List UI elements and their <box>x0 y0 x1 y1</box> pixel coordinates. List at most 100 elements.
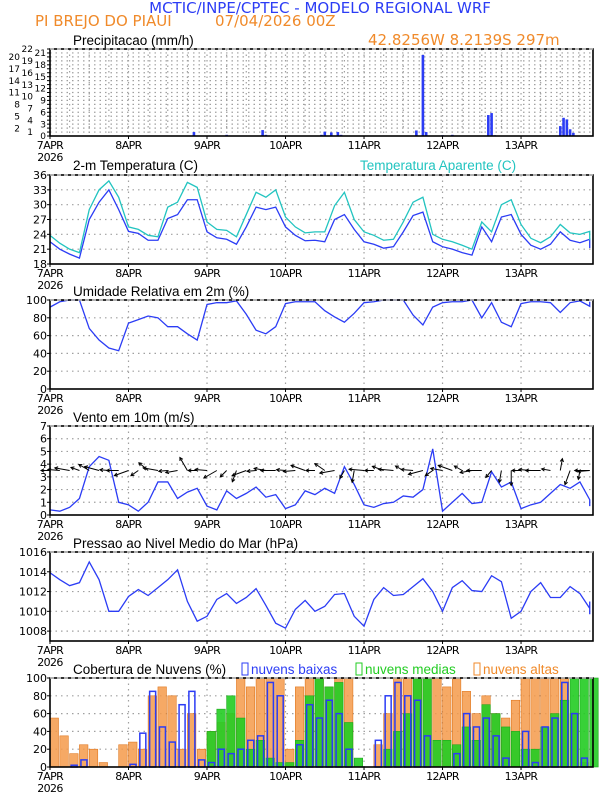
wind-arrow-shaft <box>454 465 463 471</box>
wind-arrow <box>510 468 522 473</box>
pressure-title: Pressao ao Nivel Medio do Mar (hPa) <box>73 536 298 551</box>
wind-arrow-head <box>53 466 59 471</box>
y-tick-label: 1010 <box>19 605 47 618</box>
wind-arrow <box>348 467 365 472</box>
wind-arrow-head <box>164 470 170 475</box>
cloud-mid-bar <box>353 757 364 768</box>
y-tick-label: 0 <box>40 509 47 522</box>
wind-arrow <box>485 470 492 479</box>
wind-title: Vento em 10m (m/s) <box>73 410 195 425</box>
x-year-label: 2026 <box>37 782 63 792</box>
wind-arrow-head <box>497 478 502 484</box>
wind-arrow <box>194 467 208 472</box>
y-tick-label: 10 <box>22 93 34 103</box>
y-tick-label: 6 <box>40 433 47 446</box>
wind-arrow <box>259 468 276 473</box>
wind-arrow <box>231 470 247 477</box>
wind-arrow <box>202 470 218 479</box>
y-tick-label: 15 <box>35 73 46 83</box>
x-tick-label: 12APR <box>426 267 460 280</box>
precip-bar <box>261 130 264 136</box>
wind-arrow-head <box>304 468 310 473</box>
cloud-high-bar <box>49 717 59 768</box>
wind-arrow-head <box>142 466 147 471</box>
wind-arrow <box>70 466 80 471</box>
y-tick-label: 30 <box>33 199 47 212</box>
wind-arrow-head <box>459 470 464 475</box>
legend-low-swatch <box>241 662 249 676</box>
x-tick-label: 11APR <box>348 267 382 280</box>
wind-arrow-head <box>246 468 251 474</box>
temp-title: 2-m Temperatura (C) <box>73 158 198 173</box>
wind-arrow-head <box>290 464 295 469</box>
precip-bar <box>330 132 333 136</box>
legend-low-label: nuvens baixas <box>251 662 338 677</box>
wind-arrow-head <box>510 468 516 473</box>
rh-title: Umidade Relativa em 2m (%) <box>73 284 249 299</box>
x-tick-label: 13APR <box>505 267 539 280</box>
wind-arrow-shaft <box>195 468 208 471</box>
y-tick-label: 18 <box>35 61 47 71</box>
y-tick-label: 17 <box>9 65 20 75</box>
y-tick-label: 1 <box>27 128 33 138</box>
wind-arrow <box>429 466 443 471</box>
wind-arrow-shaft <box>564 470 571 485</box>
x-tick-label: 7APR <box>37 644 64 657</box>
wind-arrow-head <box>282 469 287 474</box>
precip-bar <box>568 129 572 136</box>
wind-arrow <box>573 468 590 473</box>
wind-arrow-shaft <box>219 470 227 478</box>
cloud-high-bar <box>59 735 69 768</box>
y-tick-label: 14 <box>9 77 21 87</box>
y-tick-label: 40 <box>33 725 47 738</box>
legend-mid-swatch <box>355 662 363 676</box>
y-tick-label: 11 <box>9 89 20 99</box>
wind-arrow-shaft <box>247 470 257 472</box>
pres-frame <box>49 551 594 642</box>
x-tick-label: 10APR <box>269 770 303 783</box>
y-tick-label: 100 <box>26 294 47 307</box>
precip-bar <box>336 132 340 136</box>
y-tick-label: 22 <box>22 45 33 55</box>
y-tick-label: 0 <box>40 383 47 396</box>
wind-arrow <box>563 470 571 486</box>
y-tick-label: 6 <box>40 108 46 118</box>
y-tick-label: 21 <box>35 49 46 59</box>
wind-arrow-head <box>348 467 353 472</box>
wind-arrow <box>53 466 70 471</box>
run-label: 07/04/2026 00Z <box>215 12 336 30</box>
x-tick-label: 13APR <box>505 644 539 657</box>
y-tick-label: 18 <box>33 258 47 271</box>
x-tick-label: 13APR <box>505 518 539 531</box>
wind-frame <box>49 425 594 516</box>
x-tick-label: 8APR <box>115 139 142 152</box>
wind-arrow-head <box>253 466 258 471</box>
cloud-legend: nuvens baixas nuvens medias nuvens altas <box>241 662 559 677</box>
wind-arrow-shaft <box>339 470 345 479</box>
x-tick-label: 9APR <box>194 392 221 405</box>
wind-arrow-shaft <box>319 470 335 474</box>
y-tick-label: 24 <box>33 228 47 241</box>
precip-bar <box>424 132 428 136</box>
main-title: MCTIC/INPE/CPTEC - MODELO REGIONAL WRF <box>149 0 491 17</box>
wind-arrow-shaft <box>283 470 296 473</box>
coords-label: 42.8256W 8.2139S 297m <box>368 31 560 49</box>
y-tick-label: 16 <box>22 69 34 79</box>
wind-arrow-head <box>157 468 163 474</box>
x-tick-label: 10APR <box>269 644 303 657</box>
wind-arrow <box>377 467 394 472</box>
wind-arrow <box>290 464 306 471</box>
wind-arrow-head <box>77 463 83 468</box>
wind-arrow-head <box>275 467 280 473</box>
wind-arrow-head <box>179 456 184 462</box>
rh-frame <box>49 299 594 390</box>
wind-arrow-head <box>113 472 118 477</box>
wind-arrow <box>246 468 257 474</box>
precip-bar <box>490 113 493 136</box>
wind-arrow-head <box>231 472 236 477</box>
x-tick-label: 9APR <box>194 267 221 280</box>
x-year-label: 2026 <box>37 151 63 164</box>
wind-arrow-shaft <box>351 470 355 483</box>
wind-arrow-shaft <box>498 470 502 483</box>
